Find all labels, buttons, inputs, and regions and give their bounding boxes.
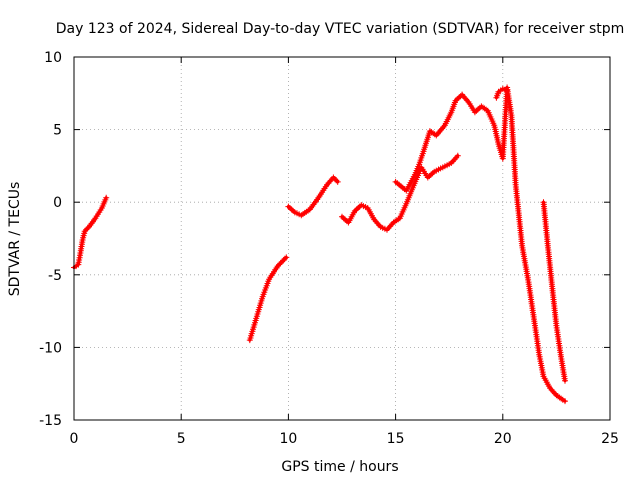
- series-markers: [71, 194, 110, 271]
- y-tick-label: -10: [39, 340, 62, 356]
- y-axis-label: SDTVAR / TECUs: [7, 182, 23, 297]
- x-axis-label: GPS time / hours: [281, 459, 398, 475]
- grid-layer: [74, 57, 610, 420]
- series-markers: [339, 152, 461, 233]
- series-markers: [493, 85, 511, 101]
- series-layer: [71, 84, 568, 405]
- series-line: [248, 255, 288, 342]
- x-tick-label: 25: [601, 431, 619, 447]
- y-tick-label: -15: [39, 413, 62, 429]
- series-arc-8: [540, 199, 568, 384]
- series-arc-5: [392, 91, 466, 194]
- x-tick-label: 15: [387, 431, 405, 447]
- series-markers: [540, 199, 568, 384]
- tick-layer: 0 5 10 15 20 25 -15 -10 -5 0 5 10: [39, 50, 619, 447]
- series-markers: [285, 174, 341, 219]
- chart-title: Day 123 of 2024, Sidereal Day-to-day VTE…: [56, 21, 625, 37]
- series-arc-7: [493, 85, 511, 101]
- series-arc-4: [339, 152, 461, 233]
- series-markers: [246, 254, 290, 344]
- x-tick-label: 10: [279, 431, 297, 447]
- series-arc-1: [71, 194, 110, 271]
- series-arc-2: [246, 254, 290, 344]
- y-tick-label: 10: [44, 50, 62, 66]
- y-tick-label: 0: [53, 195, 62, 211]
- x-tick-label: 5: [177, 431, 186, 447]
- plot-frame: [73, 56, 611, 421]
- y-tick-label: -5: [48, 268, 62, 284]
- x-tick-label: 0: [70, 431, 79, 447]
- series-markers: [392, 91, 466, 194]
- series-markers: [459, 84, 568, 405]
- series-arc-3: [285, 174, 341, 219]
- y-tick-label: 5: [53, 123, 62, 139]
- series-arc-6: [459, 84, 568, 405]
- x-tick-label: 20: [494, 431, 512, 447]
